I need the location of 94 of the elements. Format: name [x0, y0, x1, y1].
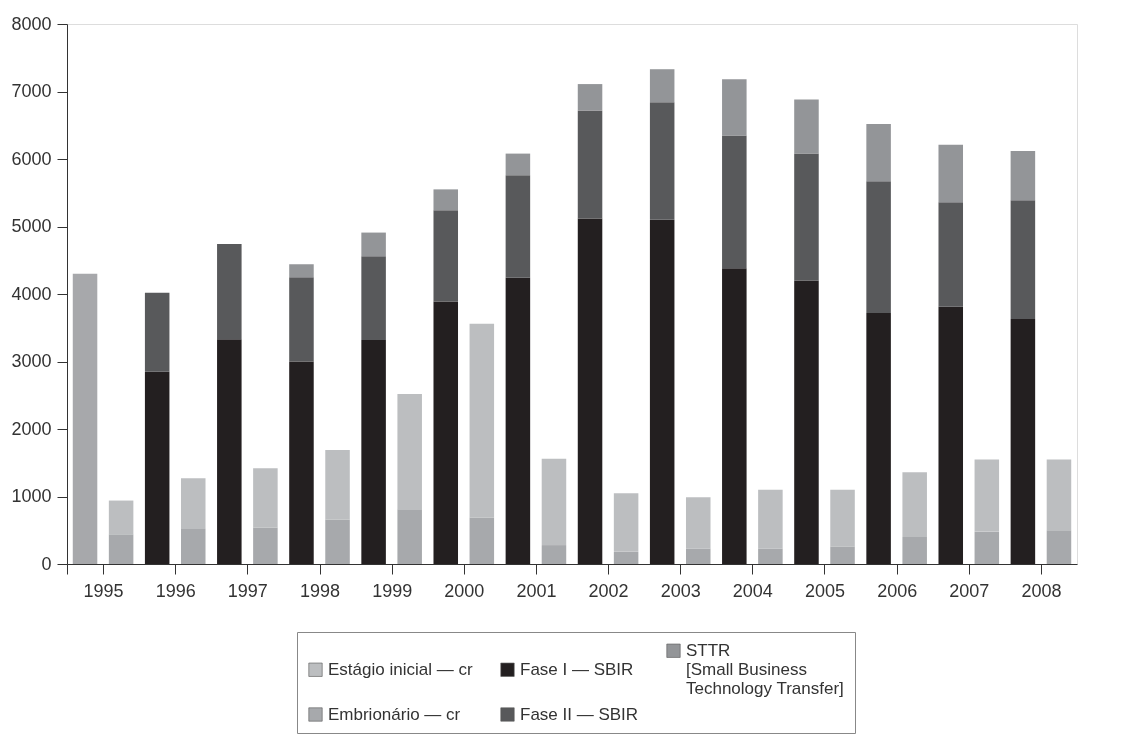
- bar: [289, 264, 314, 278]
- bar: [180, 478, 206, 529]
- x-tick-label: 1999: [372, 580, 413, 601]
- bar: [577, 218, 603, 564]
- bar: [938, 144, 964, 203]
- bar: [541, 545, 567, 564]
- x-tick-label: 1996: [155, 580, 196, 601]
- bar: [974, 531, 1000, 564]
- bar: [433, 210, 459, 302]
- bar: [361, 232, 386, 257]
- legend-label: STTR [Small Business Technology Transfer]: [686, 640, 844, 698]
- bar: [685, 497, 711, 549]
- bar: [505, 277, 531, 564]
- y-tick-label: 5000: [11, 216, 52, 236]
- bar: [108, 534, 134, 564]
- bar: [938, 306, 964, 564]
- bar: [794, 153, 819, 281]
- x-tick-label: 2008: [1021, 580, 1062, 601]
- bar: [144, 292, 170, 372]
- bar: [108, 500, 134, 535]
- bar: [505, 153, 531, 176]
- bar: [722, 79, 747, 136]
- legend-label: Fase I — SBIR: [520, 659, 634, 679]
- bar: [794, 99, 819, 154]
- bar: [325, 519, 350, 564]
- x-tick-label: 2004: [732, 580, 773, 601]
- x-tick-label: 2001: [516, 580, 557, 601]
- bar: [938, 202, 964, 307]
- y-tick-label: 0: [41, 553, 52, 574]
- bar: [469, 517, 495, 564]
- bar: [613, 551, 639, 564]
- bar: [685, 548, 711, 564]
- bar: [1010, 200, 1036, 319]
- bar: [144, 371, 170, 564]
- bar: [1010, 318, 1036, 564]
- bar: [397, 393, 422, 510]
- bar: [1046, 459, 1072, 531]
- bar: [289, 361, 314, 564]
- bar: [577, 110, 603, 219]
- bar: [397, 509, 422, 564]
- legend-label: Estágio inicial — cr: [328, 659, 473, 679]
- bar: [830, 489, 855, 547]
- bar: [180, 528, 206, 564]
- bar: [1046, 530, 1072, 564]
- x-tick-label: 2000: [444, 580, 485, 601]
- bar: [361, 339, 386, 564]
- bar: [649, 102, 675, 220]
- bar: [253, 468, 278, 528]
- bar: [72, 273, 98, 564]
- bar: [541, 458, 567, 546]
- bar: [253, 527, 278, 564]
- y-tick-label: 1000: [11, 486, 52, 506]
- legend-label: Fase II — SBIR: [520, 704, 639, 724]
- y-tick-label: 4000: [11, 283, 52, 304]
- bar: [794, 280, 819, 564]
- y-tick-label: 7000: [11, 81, 52, 101]
- bar: [758, 548, 783, 564]
- x-tick-label: 2006: [877, 580, 918, 601]
- bar: [902, 537, 927, 564]
- x-tick-label: 2002: [588, 580, 629, 601]
- bar: [649, 219, 675, 564]
- bar: [433, 301, 459, 564]
- x-tick-label: 2005: [804, 580, 846, 601]
- bar: [613, 493, 639, 552]
- y-tick-label: 2000: [11, 418, 52, 439]
- x-tick-label: 1998: [299, 580, 341, 601]
- bar: [974, 459, 1000, 532]
- y-tick-label: 6000: [11, 148, 52, 169]
- bar: [289, 277, 314, 362]
- bar: [866, 123, 891, 182]
- x-tick-label: 2003: [660, 580, 701, 601]
- bar: [577, 84, 603, 111]
- legend-label: Embrionário — cr: [328, 704, 461, 724]
- bar: [649, 69, 675, 103]
- bar: [325, 449, 350, 520]
- bar: [830, 546, 855, 564]
- bar: [866, 181, 891, 313]
- bar: [758, 489, 783, 549]
- x-tick-label: 1997: [227, 580, 268, 601]
- bar: [361, 256, 386, 340]
- bar: [217, 339, 242, 564]
- y-tick-label: 8000: [11, 13, 52, 34]
- bar: [722, 268, 747, 564]
- bar: [866, 312, 891, 564]
- bar: [433, 189, 459, 211]
- bar: [505, 175, 531, 278]
- bar: [217, 244, 242, 340]
- bar: [722, 135, 747, 269]
- x-tick-label: 2007: [949, 580, 990, 601]
- y-tick-label: 3000: [11, 351, 52, 371]
- bar: [469, 323, 495, 518]
- bar: [1010, 150, 1036, 201]
- bar: [902, 472, 927, 537]
- x-tick-label: 1995: [83, 580, 124, 601]
